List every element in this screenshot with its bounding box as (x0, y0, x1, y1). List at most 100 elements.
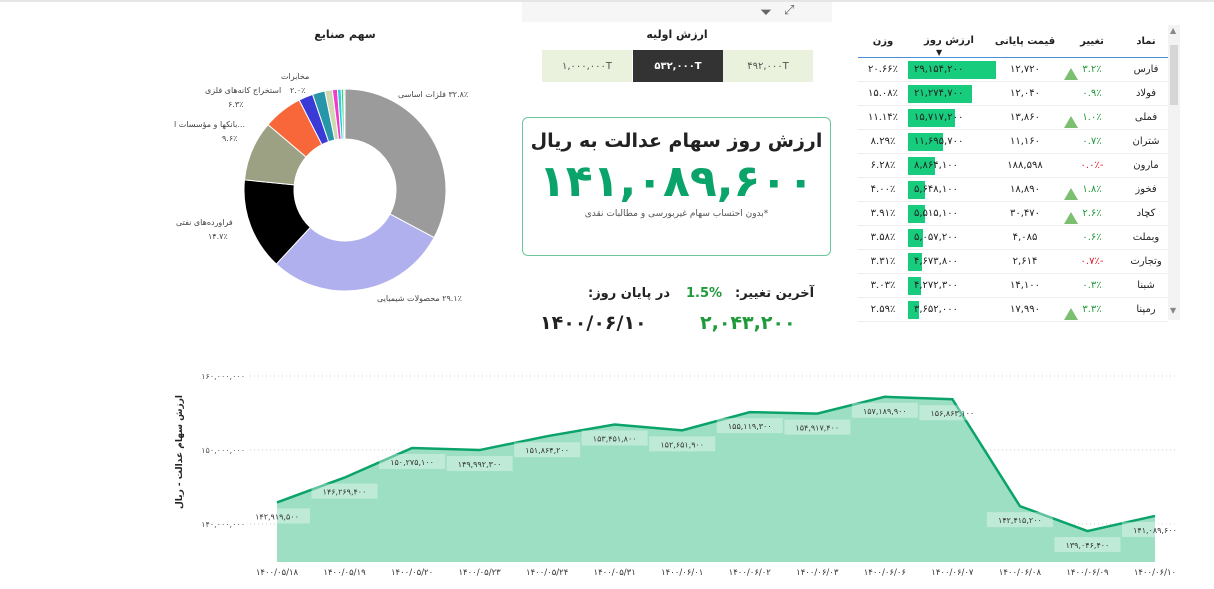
scroll-up-icon[interactable]: ▲ (1170, 26, 1177, 35)
data-point[interactable] (1153, 514, 1157, 518)
cell-day-value: ۴,۶۷۳,۸۰۰ (908, 252, 990, 272)
cell-price: ۱۴,۱۰۰ (1009, 280, 1041, 291)
cell-weight: ۲.۵۹٪ (870, 304, 896, 315)
initial-value-option-1000000[interactable]: ۱,۰۰۰,۰۰۰T (542, 50, 632, 82)
table-row[interactable]: شتران ۰.۷٪ ۱۱,۱۶۰ ۱۱,۶۹۵,۷۰۰ ۸.۲۹٪ (858, 130, 1168, 154)
table-row[interactable]: وتجارت -۰.۷٪ ۲,۶۱۴ ۴,۶۷۳,۸۰۰ ۳.۳۱٪ (858, 250, 1168, 274)
pie-slice[interactable] (275, 213, 435, 292)
data-point[interactable] (1018, 504, 1022, 508)
header-day-value[interactable]: ارزش روز ▼ (908, 31, 990, 57)
x-tick-label: ۱۴۰۰/۰۵/۲۴ (526, 568, 568, 578)
pie-slice[interactable] (343, 88, 346, 140)
cell-symbol: رمپنا (1136, 304, 1156, 315)
pie-label-basic-metals: ۳۲.۸٪ فلزات اساسی (398, 90, 469, 99)
data-label: ۱۴۱,۰۸۹,۶۰۰ (1133, 526, 1177, 535)
change-value: ۰.۹٪ (1082, 88, 1102, 99)
cell-change: ۰.۷٪ (1060, 136, 1124, 147)
scrollbar-thumb[interactable] (1170, 45, 1178, 105)
cell-symbol: وبملت (1132, 232, 1160, 243)
data-point[interactable] (680, 428, 684, 432)
up-arrow-icon (1064, 116, 1078, 128)
filter-icon[interactable]: ⏷ (760, 3, 773, 21)
table-row[interactable]: فارس ۳.۲٪ ۱۲,۷۲۰ ۲۹,۱۵۴,۲۰۰ ۲۰.۶۶٪ (858, 58, 1168, 82)
stocks-table: نماد تغییر قیمت پایانی ارزش روز ▼ وزن فار… (858, 25, 1168, 322)
table-row[interactable]: رمپنا ۳.۳٪ ۱۷,۹۹۰ ۳,۶۵۲,۰۰۰ ۲.۵۹٪ (858, 298, 1168, 322)
data-label: ۱۵۲,۶۵۱,۹۰۰ (660, 440, 704, 449)
series-line (276, 395, 1156, 533)
end-of-day-label: در پایان روز: (588, 286, 671, 301)
cell-symbol: فملی (1134, 112, 1158, 123)
x-tick-label: ۱۴۰۰/۰۵/۱۸ (256, 568, 299, 578)
table-row[interactable]: شبنا ۰.۳٪ ۱۴,۱۰۰ ۴,۲۷۲,۳۰۰ ۳.۰۳٪ (858, 274, 1168, 298)
header-change[interactable]: تغییر (1080, 35, 1104, 47)
value-area-chart: ۱۶۰,۰۰۰,۰۰۰ ۱۵۰,۰۰۰,۰۰۰ ۱۴۰,۰۰۰,۰۰۰ ۱۴۲,۹۱۹… (201, 372, 1188, 578)
data-point[interactable] (883, 395, 887, 399)
industry-donut-chart (243, 88, 447, 292)
scroll-down-icon[interactable]: ▼ (1170, 306, 1177, 315)
data-point[interactable] (1085, 529, 1089, 533)
data-label-bg (1122, 521, 1188, 537)
header-symbol[interactable]: نماد (1136, 35, 1156, 47)
x-tick-label: ۱۴۰۰/۰۶/۰۳ (796, 568, 839, 578)
data-label-bg (649, 436, 716, 452)
table-row[interactable]: فولاد ۰.۹٪ ۱۲,۰۴۰ ۲۱,۲۷۴,۷۰۰ ۱۵.۰۸٪ (858, 82, 1168, 106)
data-bar (908, 108, 956, 127)
cell-price: ۱۱,۱۶۰ (1009, 136, 1041, 147)
cell-symbol: وتجارت (1130, 256, 1162, 267)
cell-day-value: ۳,۶۵۲,۰۰۰ (908, 300, 990, 320)
table-row[interactable]: فخوز ۱.۸٪ ۱۸,۸۹۰ ۵,۶۴۸,۱۰۰ ۴.۰۰٪ (858, 178, 1168, 202)
data-label: ۱۴۲,۴۱۵,۲۰۰ (998, 516, 1042, 525)
table-header: نماد تغییر قیمت پایانی ارزش روز ▼ وزن (858, 25, 1168, 58)
change-value: ۳.۲٪ (1082, 64, 1102, 75)
cell-weight: ۳.۵۸٪ (870, 232, 896, 243)
day-value: ۵,۰۵۷,۲۰۰ (914, 231, 958, 243)
visual-header: ⏷ ⤢ (522, 2, 832, 22)
up-arrow-icon (1064, 188, 1078, 200)
data-point[interactable] (343, 476, 347, 480)
x-tick-label: ۱۴۰۰/۰۵/۳۱ (594, 568, 636, 578)
cell-change: ۳.۳٪ (1060, 304, 1124, 320)
data-point[interactable] (748, 410, 752, 414)
data-point[interactable] (478, 448, 482, 452)
top-border (0, 0, 1214, 2)
data-point[interactable] (275, 500, 279, 504)
cell-day-value: ۱۵,۷۱۷,۲۰۰ (908, 108, 990, 128)
pie-slice[interactable] (344, 88, 447, 239)
cell-price: ۳۰,۴۷۰ (1009, 208, 1041, 219)
cell-weight: ۲۰.۶۶٪ (867, 64, 899, 75)
data-label: ۱۵۷,۱۸۹,۹۰۰ (863, 407, 907, 416)
data-label: ۱۴۲,۹۱۹,۵۰۰ (255, 512, 299, 521)
data-point[interactable] (410, 446, 414, 450)
table-row[interactable]: فملی ۱.۰٪ ۱۳,۸۶۰ ۱۵,۷۱۷,۲۰۰ ۱۱.۱۴٪ (858, 106, 1168, 130)
table-row[interactable]: مارون -۰.۰٪ ۱۸۸,۵۹۸ ۸,۸۶۴,۱۰۰ ۶.۲۸٪ (858, 154, 1168, 178)
focus-mode-icon[interactable]: ⤢ (784, 3, 795, 18)
data-point[interactable] (950, 397, 954, 401)
data-point[interactable] (815, 412, 819, 416)
header-weight[interactable]: وزن (872, 35, 894, 47)
cell-weight: ۱۱.۱۴٪ (867, 112, 899, 123)
cell-day-value: ۵,۵۱۵,۱۰۰ (908, 204, 990, 224)
last-change-label: آخرین تغییر: (735, 286, 815, 301)
pie-pct-oil: ۱۴.۷٪ (208, 232, 228, 241)
cell-weight: ۳.۹۱٪ (870, 208, 896, 219)
cell-day-value: ۸,۸۶۴,۱۰۰ (908, 156, 990, 176)
data-label: ۱۴۶,۲۶۹,۴۰۰ (323, 488, 367, 497)
data-label-bg (379, 453, 446, 469)
data-point[interactable] (613, 422, 617, 426)
initial-value-option-532000[interactable]: ۵۳۲,۰۰۰T (633, 50, 723, 82)
data-point[interactable] (545, 434, 549, 438)
cell-price: ۱۳,۸۶۰ (1009, 112, 1041, 123)
data-label-bg (919, 405, 986, 421)
cell-weight: ۳.۳۱٪ (870, 256, 896, 267)
header-day-value-label: ارزش روز (924, 35, 974, 46)
cell-weight: ۸.۲۹٪ (870, 136, 896, 147)
table-row[interactable]: کچاد ۲.۶٪ ۳۰,۴۷۰ ۵,۵۱۵,۱۰۰ ۳.۹۱٪ (858, 202, 1168, 226)
x-tick-label: ۱۴۰۰/۰۵/۲۳ (458, 568, 501, 578)
cell-weight: ۱۵.۰۸٪ (867, 88, 899, 99)
initial-value-option-492000[interactable]: ۴۹۲,۰۰۰T (723, 50, 813, 82)
header-price[interactable]: قیمت پایانی (994, 35, 1056, 47)
cell-symbol: شبنا (1137, 280, 1155, 291)
table-row[interactable]: وبملت ۰.۶٪ ۴,۰۸۵ ۵,۰۵۷,۲۰۰ ۳.۵۸٪ (858, 226, 1168, 250)
up-arrow-icon (1064, 308, 1078, 320)
x-tick-label: ۱۴۰۰/۰۶/۰۶ (864, 568, 906, 578)
